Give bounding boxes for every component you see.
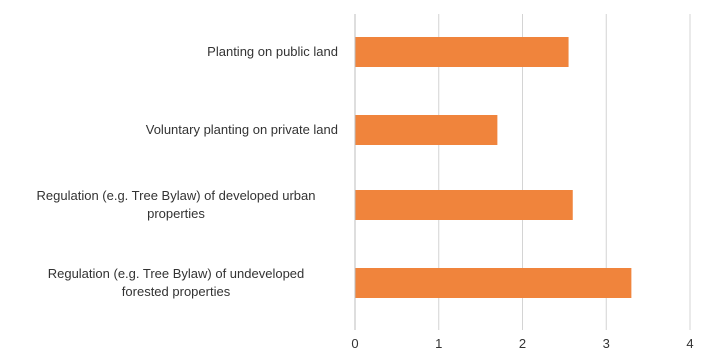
category-label-line: properties xyxy=(147,206,205,221)
bar-3 xyxy=(355,190,573,220)
x-tick-label-3: 3 xyxy=(603,336,610,351)
bar-2 xyxy=(355,115,498,145)
bar-4 xyxy=(355,268,632,298)
x-tick-label-1: 1 xyxy=(435,336,442,351)
category-label-line: Regulation (e.g. Tree Bylaw) of develope… xyxy=(37,188,316,203)
category-label-4: Regulation (e.g. Tree Bylaw) of undevelo… xyxy=(48,266,305,299)
category-label-2: Voluntary planting on private land xyxy=(146,122,338,137)
category-label-1: Planting on public land xyxy=(207,44,338,59)
category-label-line: Regulation (e.g. Tree Bylaw) of undevelo… xyxy=(48,266,305,281)
category-label-line: forested properties xyxy=(122,284,231,299)
category-label-3: Regulation (e.g. Tree Bylaw) of develope… xyxy=(37,188,316,221)
category-label-line: Voluntary planting on private land xyxy=(146,122,338,137)
bar-1 xyxy=(355,37,569,67)
category-label-line: Planting on public land xyxy=(207,44,338,59)
x-tick-label-4: 4 xyxy=(686,336,693,351)
x-tick-label-0: 0 xyxy=(351,336,358,351)
x-tick-label-2: 2 xyxy=(519,336,526,351)
